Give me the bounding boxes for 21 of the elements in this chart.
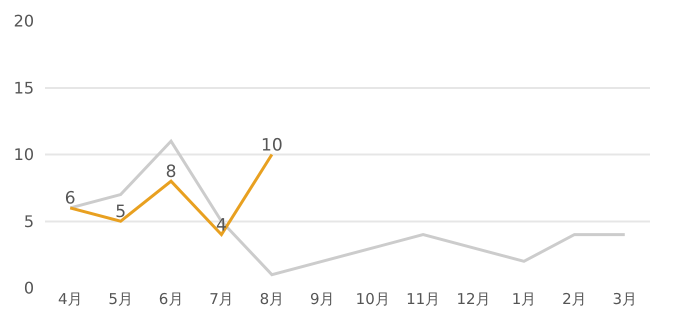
- x-tick-label: 10月: [356, 290, 390, 308]
- data-label: 5: [115, 202, 126, 222]
- y-tick-label: 20: [14, 12, 34, 31]
- x-tick-label: 7月: [209, 290, 234, 308]
- data-label: 6: [64, 188, 76, 209]
- y-tick-label: 0: [24, 278, 34, 298]
- x-tick-label: 3月: [612, 290, 638, 308]
- x-tick-label: 4月: [58, 290, 82, 308]
- data-label: 10: [261, 135, 283, 156]
- data-label: 8: [166, 162, 176, 182]
- x-tick-label: 2月: [562, 290, 587, 308]
- y-tick-label: 15: [14, 78, 34, 98]
- x-tick-label: 5月: [108, 290, 133, 308]
- x-tick-label: 8月: [260, 290, 284, 308]
- x-tick-label: 6月: [158, 290, 184, 308]
- y-tick-label: 10: [14, 145, 34, 164]
- x-tick-label: 9月: [310, 290, 335, 308]
- x-tick-label: 12月: [456, 290, 491, 308]
- x-tick-label: 1月: [512, 290, 536, 308]
- x-tick-label: 11月: [406, 290, 440, 308]
- y-tick-label: 5: [24, 212, 34, 231]
